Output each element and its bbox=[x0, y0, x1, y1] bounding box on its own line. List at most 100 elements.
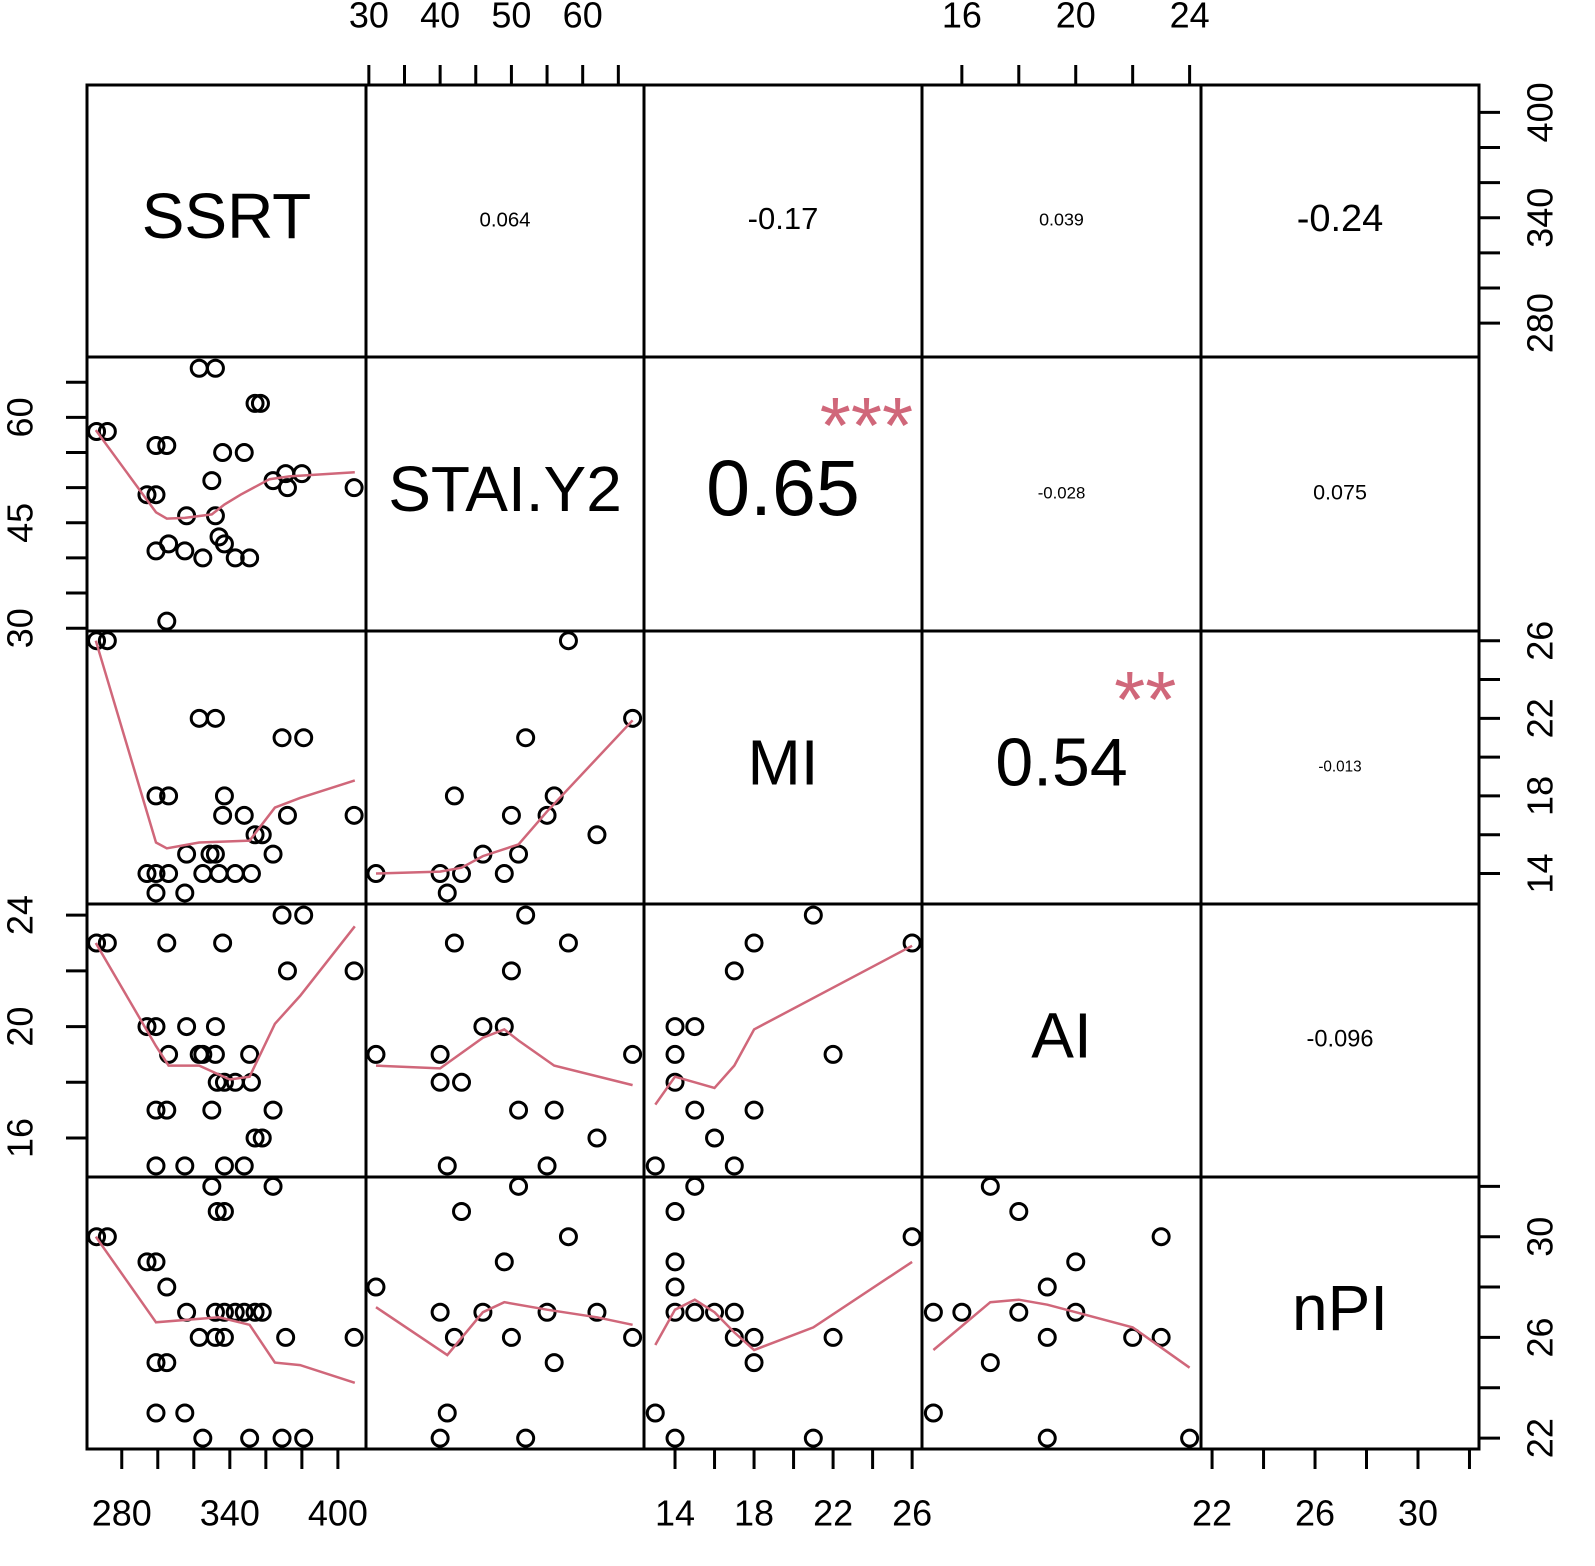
point bbox=[724, 1156, 744, 1176]
point bbox=[294, 728, 314, 748]
point bbox=[245, 1128, 265, 1148]
point bbox=[146, 883, 166, 903]
point bbox=[146, 1252, 166, 1272]
x-tick-label: 26 bbox=[892, 1493, 932, 1534]
point bbox=[744, 1100, 764, 1120]
point bbox=[344, 805, 364, 825]
point bbox=[665, 1252, 685, 1272]
point bbox=[234, 805, 254, 825]
x-tick-label: 30 bbox=[1398, 1493, 1438, 1534]
point bbox=[665, 1044, 685, 1064]
point bbox=[516, 1428, 536, 1448]
variable-name: SSRT bbox=[142, 180, 312, 252]
point bbox=[87, 421, 107, 441]
point bbox=[177, 1017, 197, 1037]
y-tick-label: 24 bbox=[0, 895, 41, 935]
point bbox=[97, 1227, 117, 1247]
point bbox=[1066, 1302, 1086, 1322]
point bbox=[685, 1302, 705, 1322]
x-tick-label: 50 bbox=[491, 0, 531, 36]
point bbox=[952, 1302, 972, 1322]
point bbox=[705, 1128, 725, 1148]
y-tick-label: 30 bbox=[0, 608, 41, 648]
point bbox=[665, 1017, 685, 1037]
point bbox=[87, 1227, 107, 1247]
point bbox=[87, 631, 107, 651]
point bbox=[587, 825, 607, 845]
point bbox=[276, 1327, 296, 1347]
correlation: 0.039 bbox=[1039, 210, 1084, 230]
smooth-line bbox=[94, 429, 355, 520]
point bbox=[587, 1302, 607, 1322]
point bbox=[245, 1302, 265, 1322]
point bbox=[366, 1277, 386, 1297]
point bbox=[544, 786, 564, 806]
x-tick-label: 22 bbox=[813, 1493, 853, 1534]
point bbox=[245, 825, 265, 845]
variable-name: STAI.Y2 bbox=[388, 453, 622, 525]
x-tick-label: 24 bbox=[1170, 0, 1210, 36]
x-tick-label: 30 bbox=[349, 0, 389, 36]
point bbox=[452, 1202, 472, 1222]
panel-frame bbox=[85, 355, 368, 633]
point bbox=[1123, 1327, 1143, 1347]
point bbox=[1151, 1327, 1171, 1347]
point bbox=[537, 1302, 557, 1322]
point bbox=[1037, 1277, 1057, 1297]
x-tick-label: 14 bbox=[655, 1493, 695, 1534]
point bbox=[558, 933, 578, 953]
point bbox=[177, 1302, 197, 1322]
point bbox=[189, 708, 209, 728]
correlation: -0.013 bbox=[1318, 759, 1361, 776]
point bbox=[87, 933, 107, 953]
point bbox=[263, 1100, 283, 1120]
point bbox=[1037, 1428, 1057, 1448]
point bbox=[744, 1353, 764, 1373]
panel-frame bbox=[1199, 1175, 1481, 1451]
point bbox=[494, 1017, 514, 1037]
point bbox=[159, 786, 179, 806]
point bbox=[501, 805, 521, 825]
point bbox=[263, 1176, 283, 1196]
significance-stars: ** bbox=[1114, 655, 1176, 744]
point bbox=[146, 1100, 166, 1120]
variable-name: AI bbox=[1031, 999, 1091, 1071]
point bbox=[544, 1100, 564, 1120]
point bbox=[175, 541, 195, 561]
point bbox=[366, 1044, 386, 1064]
y-tick-label: 340 bbox=[1520, 188, 1561, 248]
point bbox=[473, 1302, 493, 1322]
point bbox=[157, 1100, 177, 1120]
x-tick-label: 40 bbox=[420, 0, 460, 36]
point bbox=[272, 1428, 292, 1448]
point bbox=[146, 786, 166, 806]
panel-frame bbox=[364, 902, 646, 1179]
point bbox=[146, 1353, 166, 1373]
point bbox=[159, 1044, 179, 1064]
point bbox=[137, 485, 157, 505]
point bbox=[444, 1327, 464, 1347]
point bbox=[272, 728, 292, 748]
point bbox=[202, 471, 222, 491]
point bbox=[207, 1202, 227, 1222]
correlation: 0.064 bbox=[479, 209, 530, 231]
point bbox=[1151, 1227, 1171, 1247]
point bbox=[537, 805, 557, 825]
x-tick-label: 340 bbox=[200, 1493, 260, 1534]
point bbox=[277, 805, 297, 825]
point bbox=[193, 548, 213, 568]
panel-frame bbox=[85, 629, 368, 906]
smooth-line bbox=[375, 1300, 633, 1357]
panel-frame bbox=[920, 1175, 1203, 1451]
point bbox=[494, 864, 514, 884]
point bbox=[252, 1128, 272, 1148]
smooth-line bbox=[375, 1027, 633, 1087]
point bbox=[137, 1017, 157, 1037]
correlation: 0.54 bbox=[995, 724, 1127, 800]
variable-name: MI bbox=[747, 726, 818, 798]
point bbox=[250, 393, 270, 413]
point bbox=[225, 548, 245, 568]
point bbox=[685, 1100, 705, 1120]
point bbox=[452, 864, 472, 884]
panel-frame bbox=[85, 902, 368, 1179]
